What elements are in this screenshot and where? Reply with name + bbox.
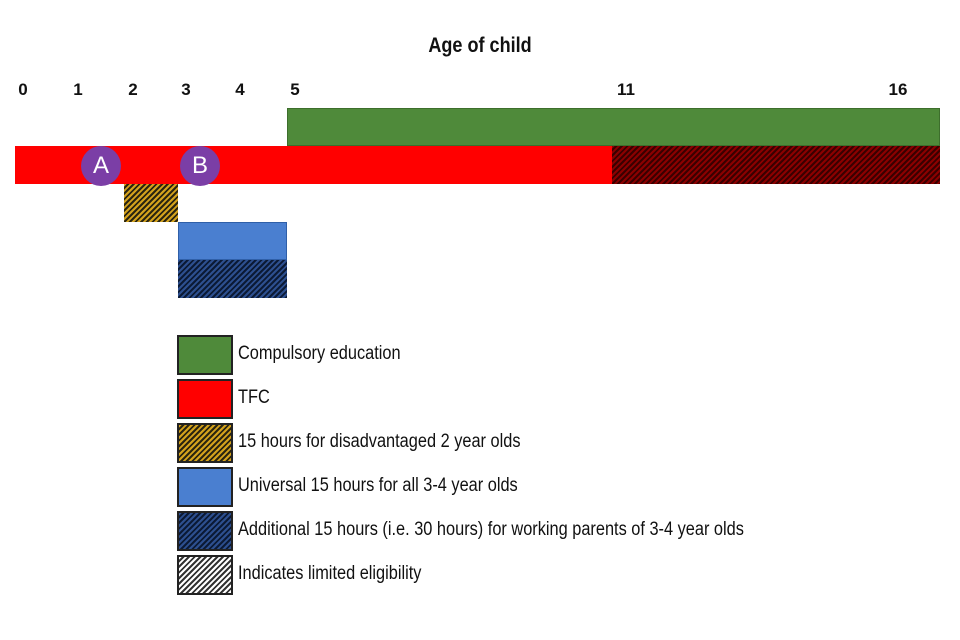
diagram-title: Age of child xyxy=(428,34,532,57)
age-tick-16: 16 xyxy=(888,80,908,99)
bar-tfc-limited-eligibility xyxy=(612,146,940,184)
age-tick-11: 11 xyxy=(617,80,635,99)
age-tick-1: 1 xyxy=(73,80,83,99)
legend-swatch-universal-15-hours xyxy=(177,467,233,507)
legend-item-universal-15-hours: Universal 15 hours for all 3-4 year olds xyxy=(177,467,877,507)
marker-b-label: B xyxy=(191,152,208,179)
marker-a-label: A xyxy=(92,152,109,179)
legend-label: Indicates limited eligibility xyxy=(238,563,422,584)
legend-item-limited-eligibility: Indicates limited eligibility xyxy=(177,555,877,595)
legend-label: TFC xyxy=(238,387,270,408)
bar-additional-15-hours xyxy=(178,260,287,298)
legend-swatch-compulsory-education xyxy=(177,335,233,375)
age-tick-5: 5 xyxy=(290,80,300,99)
legend-label: Universal 15 hours for all 3-4 year olds xyxy=(238,475,518,496)
legend-swatch-tfc xyxy=(177,379,233,419)
legend-item-tfc: TFC xyxy=(177,379,877,419)
marker-a: A xyxy=(81,146,121,186)
bar-universal-15-hours xyxy=(178,222,287,260)
legend-item-compulsory-education: Compulsory education xyxy=(177,335,877,375)
legend-swatch-disadvantaged-2-year-olds xyxy=(177,423,233,463)
legend-swatch-limited-eligibility xyxy=(177,555,233,595)
bar-compulsory-education xyxy=(287,108,940,146)
legend-item-disadvantaged-2-year-olds: 15 hours for disadvantaged 2 year olds xyxy=(177,423,877,463)
bar-disadvantaged-2-year-olds xyxy=(124,184,178,222)
legend-item-additional-15-hours: Additional 15 hours (i.e. 30 hours) for … xyxy=(177,511,877,551)
age-tick-2: 2 xyxy=(128,80,138,99)
age-tick-0: 0 xyxy=(18,80,28,99)
marker-b: B xyxy=(180,146,220,186)
legend-label: Additional 15 hours (i.e. 30 hours) for … xyxy=(238,519,744,540)
age-tick-3: 3 xyxy=(181,80,191,99)
legend-label: Compulsory education xyxy=(238,343,401,364)
legend-swatch-additional-15-hours xyxy=(177,511,233,551)
legend-label: 15 hours for disadvantaged 2 year olds xyxy=(238,431,521,452)
age-tick-4: 4 xyxy=(235,80,245,99)
